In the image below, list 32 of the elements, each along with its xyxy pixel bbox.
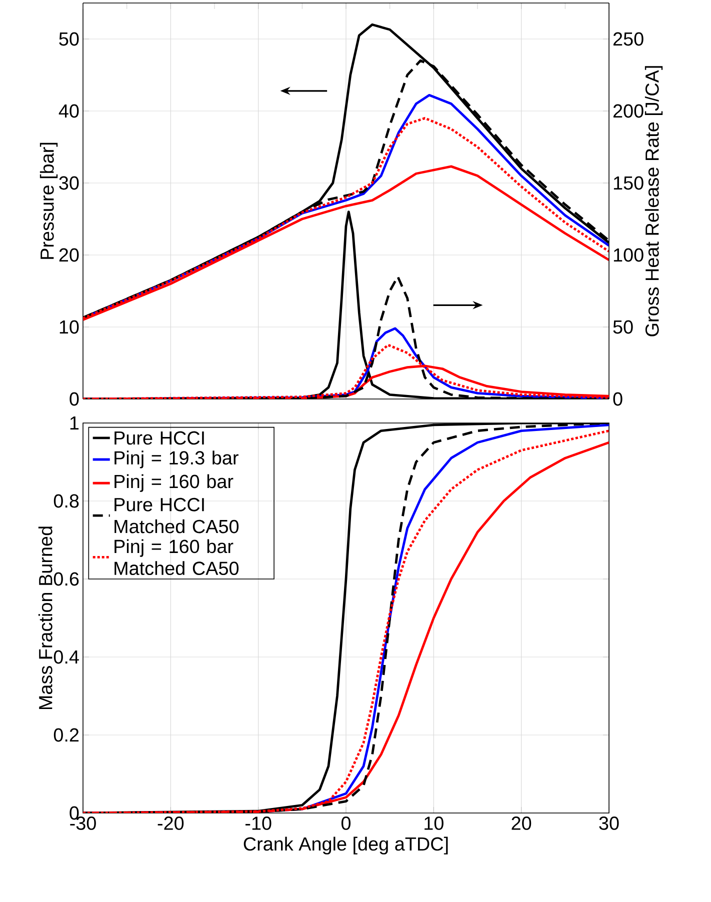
y2-tick-label: 200 (613, 104, 644, 118)
x-tick-label: 20 (512, 816, 532, 830)
legend-label: Pinj = 160 bar Matched CA50 (114, 539, 239, 576)
y-tick-label: 0.2 (54, 728, 79, 742)
y-tick-label: 0.4 (54, 650, 79, 664)
x-axis-title: Crank Angle [deg aTDC] (244, 836, 448, 854)
y2-axis-title: Gross Heat Release Rate [J/CA] (644, 66, 663, 336)
x-tick-label: -10 (246, 816, 272, 830)
y2-tick-label: 100 (614, 248, 644, 262)
y-axis-title: Mass Fraction Burned (38, 526, 52, 710)
legend-label: Pinj = 160 bar (114, 474, 234, 492)
y-tick-label: 40 (58, 104, 79, 118)
x-tick-label: 0 (341, 816, 351, 830)
x-tick-label: 30 (599, 816, 619, 830)
y-tick-label: 0.6 (54, 572, 79, 586)
y2-tick-label: 250 (613, 32, 644, 46)
y2-tick-label: 50 (613, 320, 633, 334)
y-tick-label: 1 (70, 416, 79, 430)
y2-tick-label: 0 (613, 392, 622, 406)
y-tick-label: 50 (59, 32, 79, 46)
legend-label: Pinj = 19.3 bar (114, 450, 238, 468)
x-tick-label: 10 (424, 816, 444, 830)
y2-tick-label: 150 (614, 176, 644, 190)
y-tick-label: 20 (59, 248, 79, 262)
y-tick-label: 0.8 (54, 494, 79, 508)
y-tick-label: 0 (70, 392, 79, 406)
y-axis-title: Pressure [bar] (40, 142, 58, 259)
y-tick-label: 30 (59, 176, 79, 190)
x-tick-label: -20 (158, 816, 184, 830)
legend-label: Pure HCCI Matched CA50 (114, 498, 239, 534)
y-tick-label: 10 (60, 320, 79, 334)
legend-label: Pure HCCI (114, 431, 204, 445)
